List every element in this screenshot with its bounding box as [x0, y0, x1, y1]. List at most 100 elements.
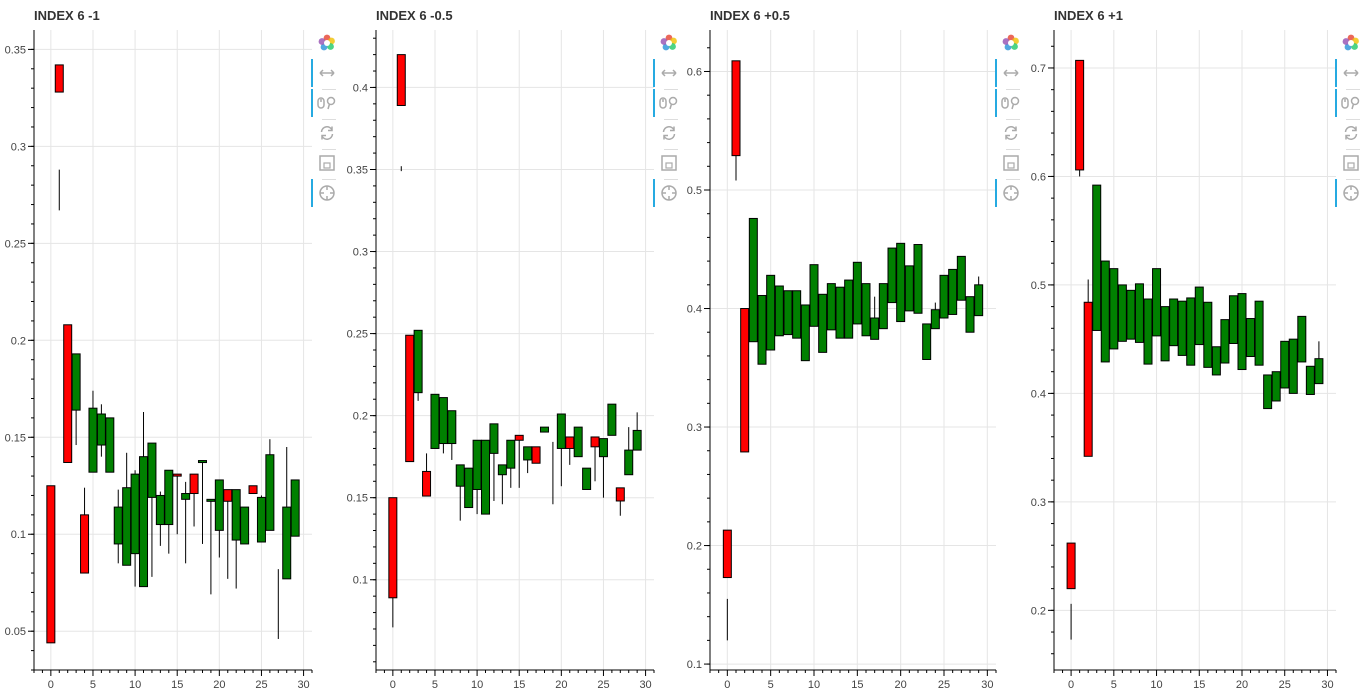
- candle-body: [615, 487, 625, 502]
- y-tick-label: 0.1: [687, 659, 702, 671]
- x-tick-label: 30: [297, 679, 309, 691]
- chart-panel-0: INDEX 6 -1 0.05 0.1 0.15 0.2 0.25 0.3 0.35 0 5 10…: [0, 0, 342, 694]
- candle-body: [282, 506, 292, 580]
- candle-body: [590, 436, 600, 448]
- candle-body: [913, 244, 923, 314]
- candle-body: [809, 264, 819, 327]
- candle-body: [1211, 346, 1221, 376]
- candle-body: [223, 489, 233, 502]
- candle-body: [835, 286, 845, 339]
- toolbar-separator: [1346, 119, 1360, 120]
- candlestick-plot[interactable]: 0.1 0.15 0.2 0.25 0.3 0.35 0.4 0 5 10 15 20 25 30: [342, 0, 684, 694]
- candle-body: [948, 268, 958, 315]
- wheel-zoom-tool-icon[interactable]: [1335, 88, 1366, 118]
- bokeh-logo-icon: [996, 28, 1026, 58]
- candle-body: [265, 454, 275, 531]
- candle-body: [1134, 283, 1144, 343]
- pan-tool-icon[interactable]: [995, 58, 1026, 88]
- candle-body: [1126, 289, 1136, 340]
- toolbar-separator: [1346, 89, 1360, 90]
- bokeh-logo-icon: [312, 28, 342, 58]
- x-tick-label: 25: [938, 679, 950, 691]
- hover-tool-icon[interactable]: [653, 178, 684, 208]
- toolbar-separator: [1346, 179, 1360, 180]
- y-tick-label: 0.3: [353, 247, 368, 259]
- hover-tool-icon[interactable]: [995, 178, 1026, 208]
- hover-tool-icon[interactable]: [1335, 178, 1366, 208]
- candle-body: [861, 283, 871, 337]
- candle-body: [214, 479, 224, 531]
- candle-body: [455, 464, 465, 487]
- candle-body: [1314, 358, 1324, 385]
- save-tool-icon[interactable]: [996, 148, 1026, 178]
- candle-body: [240, 506, 250, 545]
- candle-body: [1100, 260, 1110, 363]
- save-tool-icon[interactable]: [654, 148, 684, 178]
- pan-tool-icon[interactable]: [653, 58, 684, 88]
- candle-body: [1117, 284, 1127, 342]
- candle-body: [388, 497, 398, 599]
- candle-body: [46, 485, 56, 644]
- toolbar-separator: [1006, 179, 1020, 180]
- candle-body: [956, 255, 966, 301]
- candle-body: [922, 323, 932, 360]
- x-tick-label: 30: [639, 679, 651, 691]
- candle-body: [974, 284, 984, 317]
- candle-body: [740, 308, 750, 453]
- plot-toolbar: [653, 28, 684, 208]
- candle-body: [896, 242, 906, 323]
- x-tick-label: 30: [1321, 679, 1333, 691]
- y-tick-label: 0.3: [1031, 497, 1046, 509]
- candle-body: [722, 529, 732, 579]
- wheel-zoom-tool-icon[interactable]: [653, 88, 684, 118]
- pan-tool-icon[interactable]: [311, 58, 342, 88]
- x-tick-label: 20: [213, 679, 225, 691]
- candle-body: [113, 506, 123, 545]
- candle-body: [607, 403, 617, 436]
- reset-tool-icon[interactable]: [312, 118, 342, 148]
- candlestick-plot[interactable]: 0.2 0.3 0.4 0.5 0.6 0.7 0 5 10 15 20 25 30: [1026, 0, 1366, 694]
- candle-body: [405, 334, 415, 463]
- candle-body: [1092, 184, 1102, 331]
- y-tick-label: 0.4: [1031, 388, 1046, 400]
- candle-body: [231, 489, 241, 541]
- reset-tool-icon[interactable]: [654, 118, 684, 148]
- candle-body: [783, 290, 793, 336]
- candle-body: [1075, 59, 1085, 171]
- y-tick-label: 0.3: [11, 141, 26, 153]
- candle-body: [1305, 365, 1315, 395]
- candle-body: [506, 439, 516, 469]
- reset-tool-icon[interactable]: [1336, 118, 1366, 148]
- candle-body: [930, 309, 940, 330]
- hover-tool-icon[interactable]: [311, 178, 342, 208]
- toolbar-separator: [1006, 89, 1020, 90]
- candle-body: [172, 473, 182, 477]
- candlestick-plot[interactable]: 0.05 0.1 0.15 0.2 0.25 0.3 0.35 0 5 10 15 20 25 30: [0, 0, 342, 694]
- candlestick-plot[interactable]: 0.1 0.2 0.3 0.4 0.5 0.6 0 5 10 15 20 25 30: [684, 0, 1026, 694]
- y-tick-label: 0.6: [1031, 171, 1046, 183]
- candle-body: [396, 54, 406, 106]
- candle-body: [147, 442, 157, 498]
- candle-body: [1263, 374, 1273, 410]
- reset-tool-icon[interactable]: [996, 118, 1026, 148]
- candle-body: [565, 436, 575, 449]
- x-tick-label: 15: [851, 679, 863, 691]
- candle-body: [290, 479, 300, 537]
- x-tick-label: 5: [90, 679, 96, 691]
- save-tool-icon[interactable]: [312, 148, 342, 178]
- y-tick-label: 0.35: [347, 164, 368, 176]
- wheel-zoom-tool-icon[interactable]: [311, 88, 342, 118]
- x-tick-label: 10: [471, 679, 483, 691]
- wheel-zoom-tool-icon[interactable]: [995, 88, 1026, 118]
- candle-body: [1297, 315, 1307, 363]
- x-tick-label: 0: [1068, 679, 1074, 691]
- toolbar-separator: [322, 149, 336, 150]
- candle-body: [139, 456, 149, 588]
- candle-body: [774, 285, 784, 337]
- candles: [388, 54, 642, 628]
- x-tick-label: 10: [129, 679, 141, 691]
- candle-body: [1160, 306, 1170, 362]
- save-tool-icon[interactable]: [1336, 148, 1366, 178]
- candle-body: [965, 296, 975, 333]
- pan-tool-icon[interactable]: [1335, 58, 1366, 88]
